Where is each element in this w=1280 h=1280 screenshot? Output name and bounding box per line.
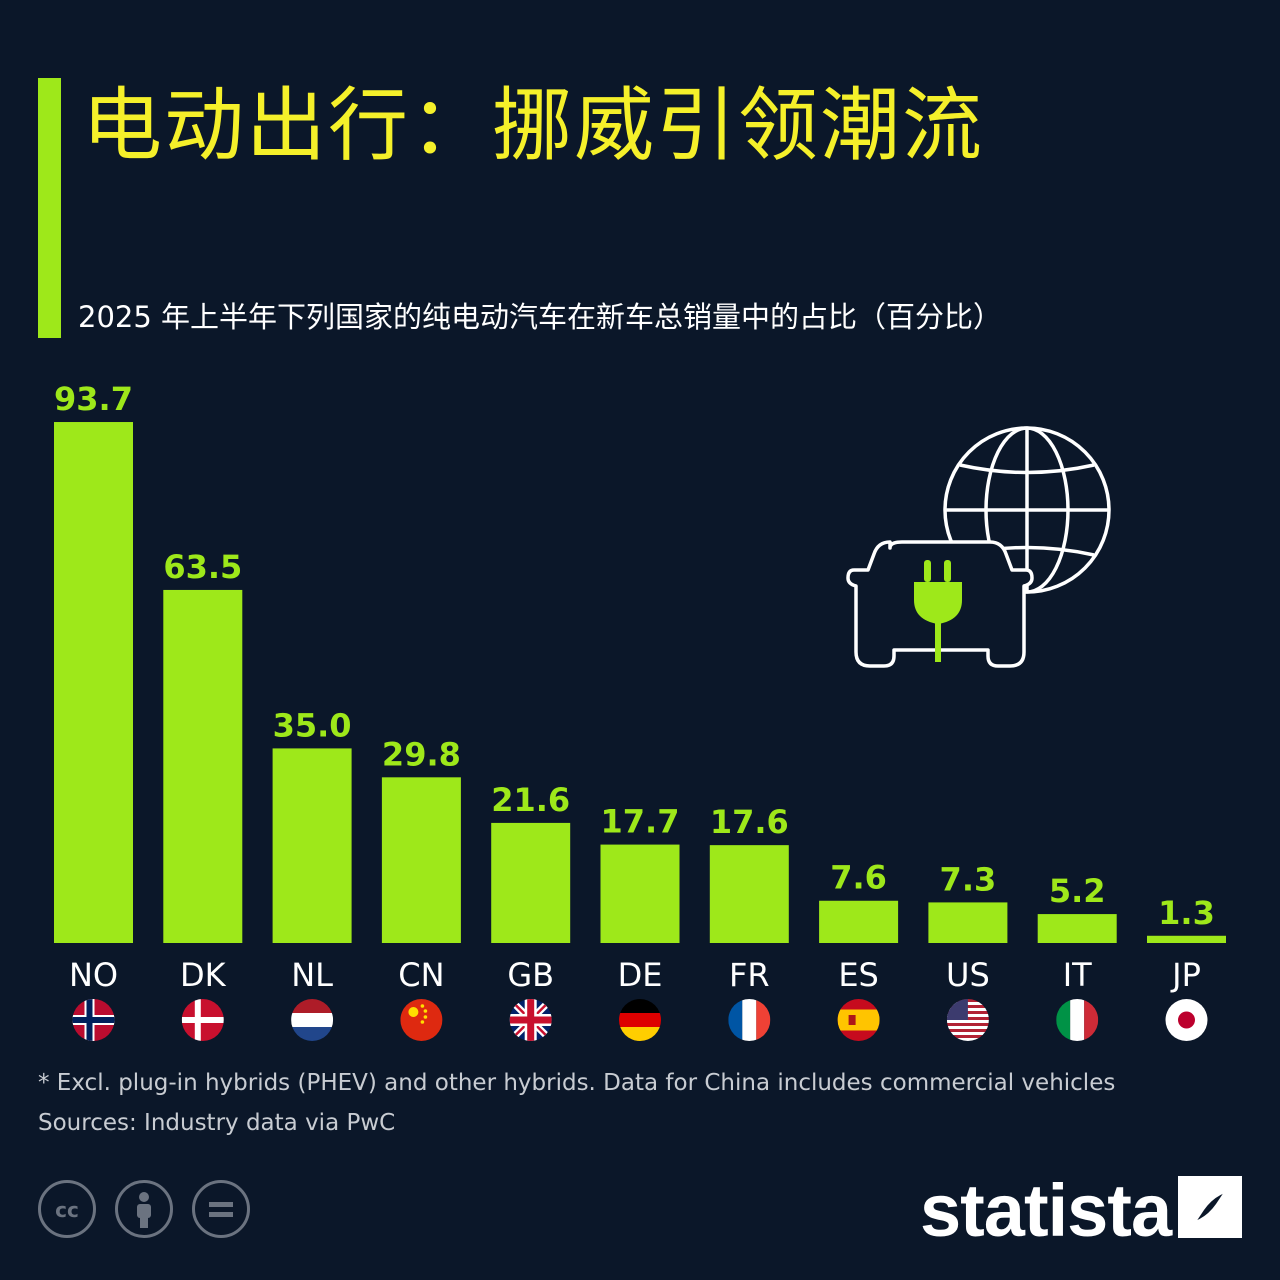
germany-flag-icon xyxy=(619,999,661,1041)
chart-subtitle: 2025 年上半年下列国家的纯电动汽车在新车总销量中的占比（百分比） xyxy=(78,300,1003,334)
japan-flag-icon xyxy=(1165,999,1208,1041)
denmark-flag-icon xyxy=(181,999,224,1041)
category-label-dk: DK xyxy=(180,956,227,994)
value-label-it: 5.2 xyxy=(1049,872,1106,910)
category-label-gb: GB xyxy=(507,956,554,994)
accent-bar xyxy=(38,78,61,338)
nd-icon[interactable] xyxy=(192,1180,250,1238)
spain-flag-icon xyxy=(837,999,880,1041)
value-label-us: 7.3 xyxy=(940,860,997,898)
chart-title: 电动出行：挪威引领潮流 xyxy=(82,79,984,172)
bar-jp xyxy=(1147,935,1226,943)
bar-chart: 93.7 NO 63.5 DK 35.0 NL 29.8 CN 21.6 GB 17.7 DE 17.6… xyxy=(54,380,1226,1041)
svg-text:cc: cc xyxy=(55,1198,79,1222)
bar-gb xyxy=(491,822,571,943)
value-label-gb: 21.6 xyxy=(491,781,570,819)
category-label-no: NO xyxy=(69,956,118,994)
bar-es xyxy=(819,900,899,943)
footnote: * Excl. plug-in hybrids (PHEV) and other… xyxy=(38,1070,1116,1096)
value-label-nl: 35.0 xyxy=(273,706,352,744)
category-label-us: US xyxy=(946,956,990,994)
value-label-jp: 1.3 xyxy=(1158,894,1215,932)
bar-fr xyxy=(709,845,789,943)
bar-no xyxy=(54,422,133,943)
value-label-no: 93.7 xyxy=(54,380,133,418)
category-label-nl: NL xyxy=(291,956,333,994)
value-label-es: 7.6 xyxy=(830,859,887,897)
by-icon[interactable] xyxy=(115,1180,173,1238)
source-note: Sources: Industry data via PwC xyxy=(38,1110,396,1136)
bar-it xyxy=(1037,914,1117,943)
bar-nl xyxy=(272,748,352,943)
bar-dk xyxy=(163,589,243,943)
value-label-de: 17.7 xyxy=(601,803,680,841)
cc-icon[interactable]: cc xyxy=(38,1180,96,1238)
category-label-it: IT xyxy=(1063,956,1092,994)
uk-flag-icon xyxy=(509,999,552,1041)
usa-flag-icon xyxy=(946,999,989,1041)
statista-logo-icon xyxy=(1178,1176,1242,1238)
china-flag-icon xyxy=(400,999,443,1041)
electric-car-globe-icon xyxy=(846,426,1111,668)
france-flag-icon xyxy=(728,999,771,1041)
bar-us xyxy=(928,902,1008,943)
value-label-cn: 29.8 xyxy=(382,735,461,773)
category-label-es: ES xyxy=(838,956,879,994)
norway-flag-icon xyxy=(72,999,115,1041)
value-label-fr: 17.6 xyxy=(710,803,789,841)
category-label-de: DE xyxy=(618,956,663,994)
category-label-cn: CN xyxy=(398,956,444,994)
category-label-fr: FR xyxy=(729,956,770,994)
statista-logo-text[interactable]: statista xyxy=(920,1169,1172,1252)
bar-de xyxy=(600,844,680,943)
bar-cn xyxy=(381,777,461,943)
value-label-dk: 63.5 xyxy=(163,548,242,586)
category-label-jp: JP xyxy=(1170,956,1201,994)
netherlands-flag-icon xyxy=(291,999,334,1041)
italy-flag-icon xyxy=(1056,999,1099,1041)
